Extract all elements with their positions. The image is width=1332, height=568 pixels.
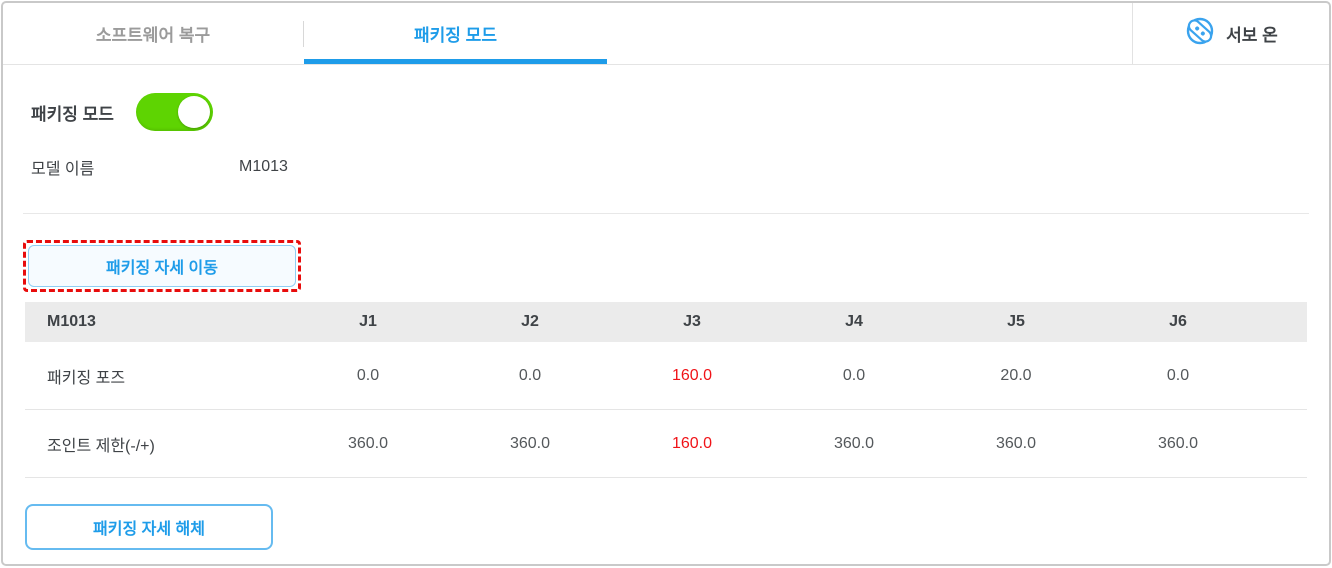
limit-j6-value: 360.0 [1157,434,1199,452]
table-header-j3: J3 [683,313,701,330]
release-packaging-pose-button[interactable]: 패키징 자세 해체 [25,504,273,550]
model-name-value: M1013 [239,158,288,175]
row-label: 조인트 제한(-/+) [47,437,155,455]
tab-software-recovery-label: 소프트웨어 복구 [95,26,211,45]
servo-on-label: 서보 온 [1226,26,1278,45]
pose-j3-value: 160.0 [671,366,713,384]
tab-packaging-mode-label: 패키징 모드 [414,26,497,45]
tab-bar: 소프트웨어 복구 패키징 모드 [3,3,1329,65]
servo-link-icon [1184,15,1216,52]
table-header-j4: J4 [845,313,863,330]
joint-table: M1013 J1 J2 J3 J4 J5 J6 패키징 포즈 0.0 0.0 1… [25,302,1307,478]
pose-j4-value: 0.0 [842,366,866,384]
limit-j5-value: 360.0 [995,434,1037,452]
model-name-label: 모델 이름 [31,161,95,178]
servo-section-divider [1132,3,1133,64]
row-label: 패키징 포즈 [47,369,126,387]
model-name-row: 모델 이름 M1013 [31,155,1329,179]
content-area: 패키징 모드 모델 이름 M1013 패키징 자세 이동 M1013 J1 J2… [3,93,1329,550]
table-header-j5: J5 [1007,313,1025,330]
pose-j5-value: 20.0 [1000,366,1032,384]
tab-divider [303,20,304,47]
servo-on-status[interactable]: 서보 온 [1133,3,1329,64]
section-divider [23,213,1309,214]
pose-j6-value: 0.0 [1166,366,1190,384]
move-button-highlight-box: 패키징 자세 이동 [23,240,301,292]
limit-j4-value: 360.0 [833,434,875,452]
tabbar-spacer [607,3,1132,64]
table-header-row: M1013 J1 J2 J3 J4 J5 J6 [25,302,1307,342]
limit-j2-value: 360.0 [509,434,551,452]
table-row-packaging-pose: 패키징 포즈 0.0 0.0 160.0 0.0 20.0 0.0 [25,342,1307,410]
packaging-mode-row: 패키징 모드 [31,93,1329,131]
table-header-j2: J2 [521,313,539,330]
packaging-mode-label: 패키징 모드 [31,104,114,124]
pose-j2-value: 0.0 [518,366,542,384]
limit-j3-value: 160.0 [671,434,713,452]
limit-j1-value: 360.0 [347,434,389,452]
active-tab-underline [304,59,607,64]
table-header-j6: J6 [1169,313,1187,330]
move-packaging-pose-button[interactable]: 패키징 자세 이동 [28,245,296,287]
tab-packaging-mode[interactable]: 패키징 모드 [304,3,607,64]
table-row-joint-limit: 조인트 제한(-/+) 360.0 360.0 160.0 360.0 360.… [25,410,1307,478]
packaging-mode-toggle[interactable] [135,93,213,131]
table-header-j1: J1 [359,313,377,330]
tab-software-recovery[interactable]: 소프트웨어 복구 [3,3,303,64]
pose-j1-value: 0.0 [356,366,380,384]
toggle-knob [177,96,210,128]
table-header-model: M1013 [47,313,96,330]
